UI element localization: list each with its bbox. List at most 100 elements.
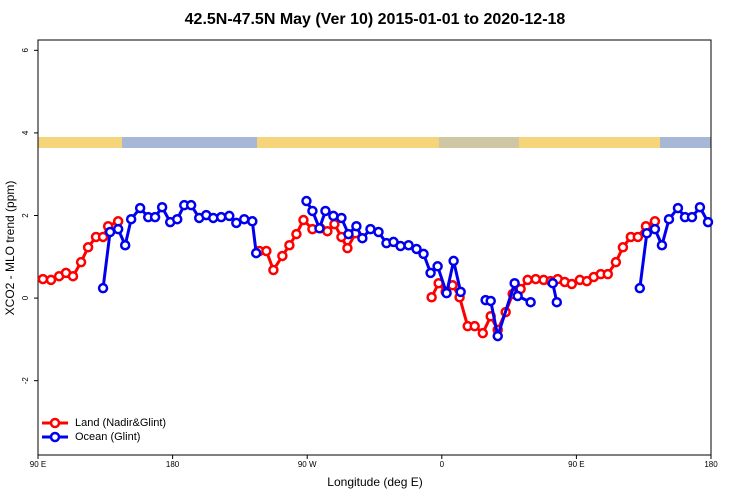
legend-label: Ocean (Glint) — [75, 431, 140, 443]
data-point — [426, 292, 437, 303]
legend-label: Land (Nadir&Glint) — [75, 417, 166, 429]
x-tick-label: 90 E — [30, 460, 46, 469]
data-point — [336, 212, 347, 224]
data-point — [156, 201, 168, 213]
data-point — [185, 199, 197, 211]
data-point — [672, 202, 684, 214]
x-tick-label: 90 E — [568, 460, 584, 469]
data-point — [425, 267, 436, 279]
x-tick-label: 180 — [704, 460, 718, 469]
data-point — [509, 277, 520, 289]
data-point — [469, 320, 480, 332]
data-point — [134, 202, 146, 214]
data-point — [351, 220, 362, 232]
data-point — [247, 216, 258, 227]
data-point — [329, 218, 340, 230]
data-point — [37, 273, 49, 285]
data-point — [602, 268, 614, 280]
data-point — [125, 213, 137, 225]
x-tick-label: 0 — [440, 460, 445, 469]
data-point — [395, 240, 406, 252]
data-point — [250, 247, 262, 259]
x-tick-label: 90 W — [298, 460, 317, 469]
strip-land — [38, 137, 122, 148]
data-point — [238, 213, 250, 225]
data-point — [301, 195, 312, 207]
y-tick-label: 0 — [21, 295, 30, 300]
data-point — [343, 228, 354, 240]
data-point — [97, 282, 109, 294]
data-point — [82, 242, 94, 253]
legend-marker — [49, 417, 61, 429]
data-point — [365, 223, 376, 235]
data-point — [663, 213, 675, 225]
data-point — [277, 250, 288, 262]
data-point — [566, 278, 578, 290]
y-tick-label: 4 — [21, 130, 30, 135]
data-point — [694, 201, 706, 213]
y-axis-label: XCO2 - MLO trend (ppm) — [3, 181, 17, 316]
data-point — [307, 205, 318, 217]
data-point — [261, 245, 272, 257]
plot-frame — [37, 39, 712, 456]
data-point — [525, 296, 536, 308]
strip-land — [519, 137, 660, 148]
data-point — [67, 270, 79, 282]
data-point — [342, 242, 353, 254]
data-point — [298, 214, 309, 226]
data-point — [171, 213, 183, 225]
data-point — [432, 261, 443, 272]
data-point — [215, 211, 227, 223]
data-point — [632, 231, 644, 243]
strip-ocean — [122, 137, 257, 148]
data-point — [512, 290, 523, 302]
data-point — [231, 217, 242, 229]
data-point — [224, 210, 235, 222]
data-point — [551, 296, 563, 308]
data-point — [403, 239, 414, 251]
y-tick-label: 6 — [21, 48, 30, 53]
data-point — [411, 243, 422, 255]
data-point — [418, 248, 429, 260]
data-point — [617, 242, 629, 253]
data-point — [610, 256, 622, 268]
data-point — [320, 205, 331, 217]
chart-title: 42.5N-47.5N May (Ver 10) 2015-01-01 to 2… — [185, 11, 566, 28]
strip-mixed — [439, 137, 519, 148]
data-point — [314, 223, 325, 234]
y-tick-label: 2 — [21, 213, 30, 218]
data-point — [149, 211, 161, 223]
data-point — [357, 232, 368, 244]
data-point — [112, 223, 124, 235]
data-point — [104, 226, 116, 238]
strip-land — [257, 137, 439, 148]
data-point — [649, 223, 661, 235]
data-point — [634, 282, 646, 294]
x-axis-label: Longitude (deg E) — [327, 475, 422, 489]
legend-marker — [49, 431, 61, 443]
data-point — [291, 228, 302, 240]
x-tick-label: 180 — [166, 460, 180, 469]
data-point — [455, 286, 466, 298]
data-point — [641, 228, 653, 239]
strip-ocean — [660, 137, 711, 148]
data-point — [702, 216, 714, 228]
data-point — [686, 211, 698, 223]
data-point — [656, 239, 668, 251]
data-point — [477, 327, 489, 339]
data-point — [284, 239, 295, 251]
data-point — [328, 210, 339, 222]
data-point — [492, 330, 503, 342]
data-point — [119, 239, 131, 251]
data-point — [75, 256, 87, 268]
data-point — [547, 277, 559, 289]
data-point — [441, 287, 452, 299]
data-point — [97, 231, 109, 243]
series-line — [101, 200, 710, 338]
data-point — [448, 255, 459, 267]
data-point — [373, 226, 384, 238]
data-point — [522, 274, 533, 286]
y-tick-label: -2 — [21, 377, 30, 385]
data-point — [485, 295, 496, 307]
